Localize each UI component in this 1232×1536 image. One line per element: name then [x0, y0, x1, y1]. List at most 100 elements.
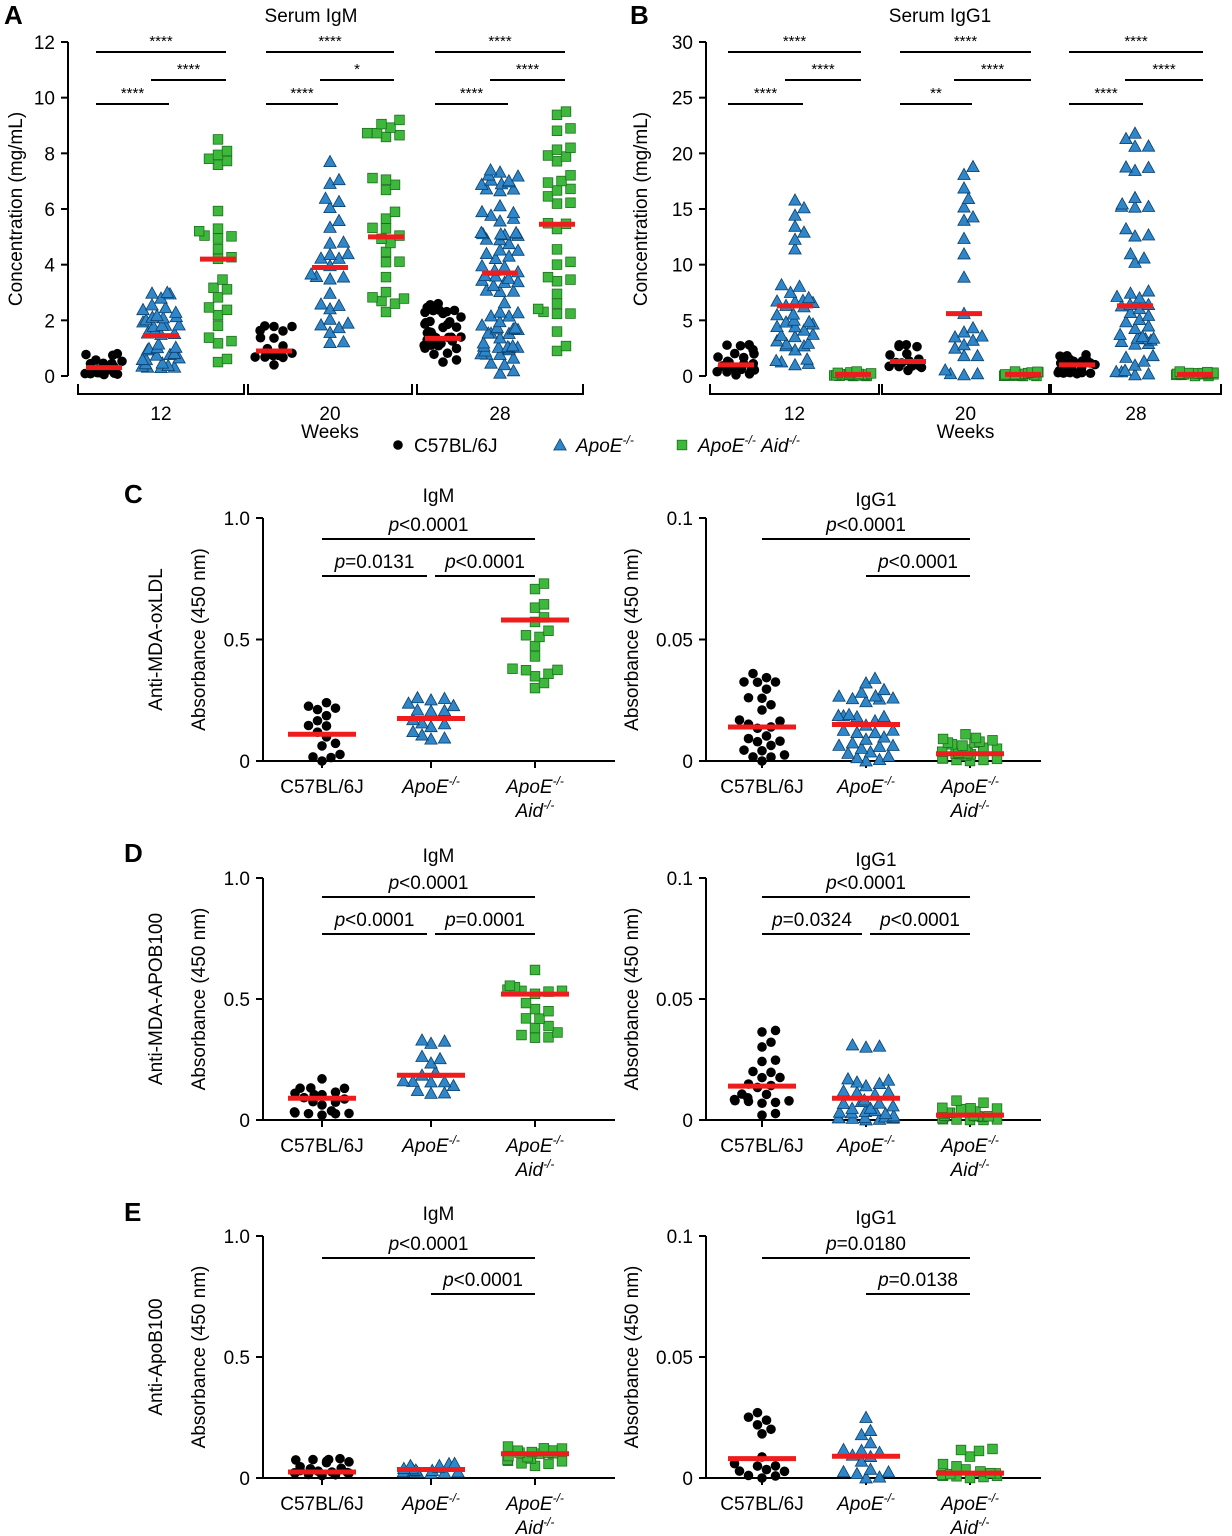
series-dko-point	[556, 175, 567, 187]
series-apoe-point	[1113, 327, 1127, 340]
series-wt-point	[894, 340, 904, 350]
series-apoe-point	[415, 1033, 429, 1046]
x-group-bracket	[709, 384, 880, 395]
y-tick-label: 1.0	[224, 869, 250, 890]
series-apoe-point	[509, 225, 523, 239]
series-apoe-point	[970, 366, 985, 380]
series-apoe-point	[886, 691, 900, 704]
y-axis-label: Absorbance (450 nm)	[189, 908, 210, 1091]
p-value-label: p<0.0001	[877, 552, 958, 573]
series-apoe-point	[877, 682, 891, 696]
panel-c-igg1: IgG1 0 0.05 0.1 Absorbance (450 nm) C57BL/6J A…	[622, 490, 1041, 822]
series-apoe-point	[304, 267, 319, 280]
series-dko-point	[560, 151, 572, 162]
series-apoe-point	[1123, 286, 1138, 299]
series-apoe-point	[957, 200, 971, 213]
series-wt-point	[112, 348, 123, 359]
series-wt-point	[1085, 368, 1096, 379]
series-apoe-point	[859, 753, 873, 767]
series-wt-point	[748, 668, 758, 679]
series-apoe-point	[872, 752, 887, 766]
series-apoe-point	[802, 314, 817, 328]
series-apoe-point	[970, 348, 985, 362]
y-tick-label: 30	[672, 33, 693, 54]
series-dko-point	[529, 651, 541, 662]
series-wt-point	[743, 733, 754, 744]
series-apoe-point	[872, 739, 887, 752]
series-dko-point	[367, 292, 378, 303]
y-tick-label: 0.1	[667, 509, 693, 530]
series-dko-point	[551, 308, 563, 320]
series-apoe-point	[1118, 363, 1132, 376]
significance-label: ****	[516, 61, 540, 78]
series-apoe-point	[797, 200, 811, 214]
series-wt-point	[344, 1108, 354, 1119]
series-dko-point	[565, 274, 576, 285]
series-dko-point	[552, 1027, 563, 1038]
series-apoe-point	[332, 194, 346, 207]
series-dko-point	[212, 134, 224, 145]
series-dko-point	[551, 259, 563, 270]
series-apoe-point	[475, 258, 489, 272]
series-apoe-point	[797, 323, 811, 336]
series-dko-point	[203, 153, 215, 164]
panel-b: B Serum IgG1 0 5 10 15 20 25 30 Concentration (mg…	[630, 0, 1222, 443]
y-tick-label: 0.5	[224, 1348, 250, 1369]
series-apoe-point	[881, 749, 896, 762]
significance-label: ****	[1094, 85, 1118, 102]
series-dko-point	[380, 246, 392, 258]
series-apoe-point	[437, 1085, 452, 1099]
series-dko-point	[529, 602, 541, 613]
series-apoe-point	[1123, 305, 1138, 319]
series-wt-point	[757, 745, 767, 756]
series-wt-point	[317, 1110, 327, 1120]
series-wt-point	[757, 1110, 767, 1120]
series-apoe-point	[957, 348, 971, 362]
series-apoe-point	[336, 270, 351, 283]
series-wt-point	[761, 1089, 772, 1100]
series-wt-point	[770, 1097, 781, 1108]
series-apoe-point	[323, 312, 337, 325]
p-value-label: p<0.0001	[388, 873, 469, 894]
series-apoe-point	[493, 198, 507, 212]
y-axis-label: Absorbance (450 nm)	[189, 1266, 210, 1449]
series-apoe-point	[788, 242, 802, 255]
series-dko-point	[991, 1103, 1003, 1114]
series-apoe-point	[493, 183, 507, 197]
legend-marker	[676, 439, 688, 451]
series-apoe-point	[868, 671, 882, 684]
series-wt-point	[757, 756, 767, 766]
x-category-label: 20	[955, 404, 976, 425]
x-category-label: ApoE-/-	[401, 1491, 460, 1515]
series-apoe-point	[961, 191, 976, 204]
x-category-label: Aid-/-	[515, 1157, 555, 1181]
series-wt-point	[779, 1466, 790, 1477]
series-apoe-point	[323, 286, 337, 299]
series-dko-point	[516, 1029, 527, 1041]
series-wt-point	[1062, 350, 1072, 361]
series-apoe-point	[135, 352, 150, 365]
series-wt-point	[737, 1089, 747, 1099]
series-apoe-point	[1119, 160, 1133, 173]
series-wt-point	[80, 368, 90, 379]
series-apoe-point	[774, 277, 789, 291]
series-dko-point	[212, 149, 224, 161]
series-dko-point	[551, 276, 563, 287]
series-apoe-point	[424, 1036, 438, 1049]
series-wt-point	[330, 703, 341, 713]
series-apoe-point	[475, 204, 489, 218]
series-apoe-point	[774, 328, 789, 341]
series-apoe-point	[854, 1427, 869, 1441]
series-wt-point	[330, 1087, 341, 1097]
series-apoe-point	[415, 715, 429, 729]
x-category-label: 28	[489, 404, 510, 425]
series-dko-point	[389, 206, 401, 218]
series-wt-point	[770, 1055, 781, 1065]
series-wt-point	[456, 312, 466, 322]
panel-title: IgG1	[855, 490, 896, 511]
series-wt-point	[761, 684, 772, 694]
series-wt-point	[766, 1067, 776, 1078]
p-value-label: p<0.0001	[334, 910, 415, 931]
series-dko-point	[565, 197, 576, 208]
series-apoe-point	[314, 251, 328, 264]
